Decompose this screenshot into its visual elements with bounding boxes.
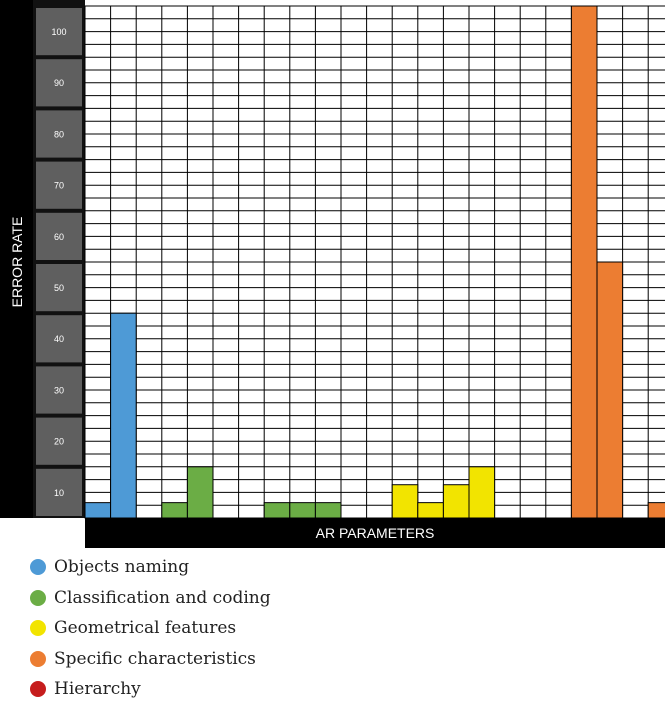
y-tick-label: 80 (54, 129, 64, 139)
legend-item-hierarchy: Hierarchy (30, 674, 271, 705)
y-tick-label: 100 (51, 27, 66, 37)
y-axis-band: 10 20 30 40 50 60 70 80 90 100 (0, 0, 85, 518)
bar (84, 502, 112, 519)
y-tick-label: 90 (54, 78, 64, 88)
y-tick-label: 20 (54, 437, 64, 447)
bar (263, 502, 291, 519)
bar (442, 484, 470, 519)
y-tick-label: 70 (54, 181, 64, 191)
legend-dot (30, 650, 46, 667)
y-axis-label: ERROR RATE (9, 217, 25, 308)
y-tick-cell (36, 212, 82, 260)
legend-item-geometrical-features: Geometrical features (30, 613, 271, 644)
legend-label: Classification and coding (54, 587, 271, 608)
y-tick-label: 40 (54, 334, 64, 344)
y-tick-cell (36, 315, 82, 363)
y-tick-cell (36, 264, 82, 312)
legend-label: Objects naming (54, 557, 190, 578)
legend-item-specific-characteristics: Specific characteristics (30, 644, 271, 675)
legend-label: Geometrical features (54, 618, 237, 639)
legend-dot (30, 620, 46, 637)
x-axis-band (85, 518, 665, 548)
bars (84, 5, 665, 519)
bar-chart: 10 20 30 40 50 60 70 80 90 100 AR PARAMETERS ERRO… (0, 0, 665, 548)
bar (391, 484, 419, 519)
legend-item-objects-naming: Objects naming (30, 552, 271, 583)
bar (314, 502, 342, 519)
y-tick-cell (36, 366, 82, 414)
bar (161, 502, 188, 519)
bar (647, 502, 665, 519)
y-tick-cell (36, 59, 82, 107)
legend-label: Hierarchy (54, 679, 141, 700)
y-tick-cell (36, 417, 82, 465)
y-tick-label: 60 (54, 232, 64, 242)
legend-dot (30, 589, 46, 606)
y-tick-label: 30 (54, 385, 64, 395)
legend-dot (30, 681, 46, 698)
legend-label: Specific characteristics (54, 648, 256, 669)
bar (468, 466, 496, 519)
chart-grid (84, 5, 665, 519)
y-tick-label: 10 (54, 488, 64, 498)
y-tick-cell (36, 8, 82, 56)
x-axis-label: AR PARAMETERS (316, 525, 435, 541)
bar (289, 502, 316, 519)
y-tick-label: 50 (54, 283, 64, 293)
bar (417, 502, 444, 519)
y-axis-strip (0, 0, 33, 518)
bar (570, 5, 598, 519)
bar (110, 312, 137, 519)
legend-dot (30, 559, 46, 576)
bar (596, 261, 624, 519)
bar (186, 466, 214, 519)
y-tick-cell (36, 468, 82, 516)
y-tick-cell (36, 161, 82, 209)
legend-item-classification-and-coding: Classification and coding (30, 583, 271, 614)
y-tick-cell (36, 110, 82, 158)
legend: Objects naming Classification and coding… (30, 552, 271, 705)
